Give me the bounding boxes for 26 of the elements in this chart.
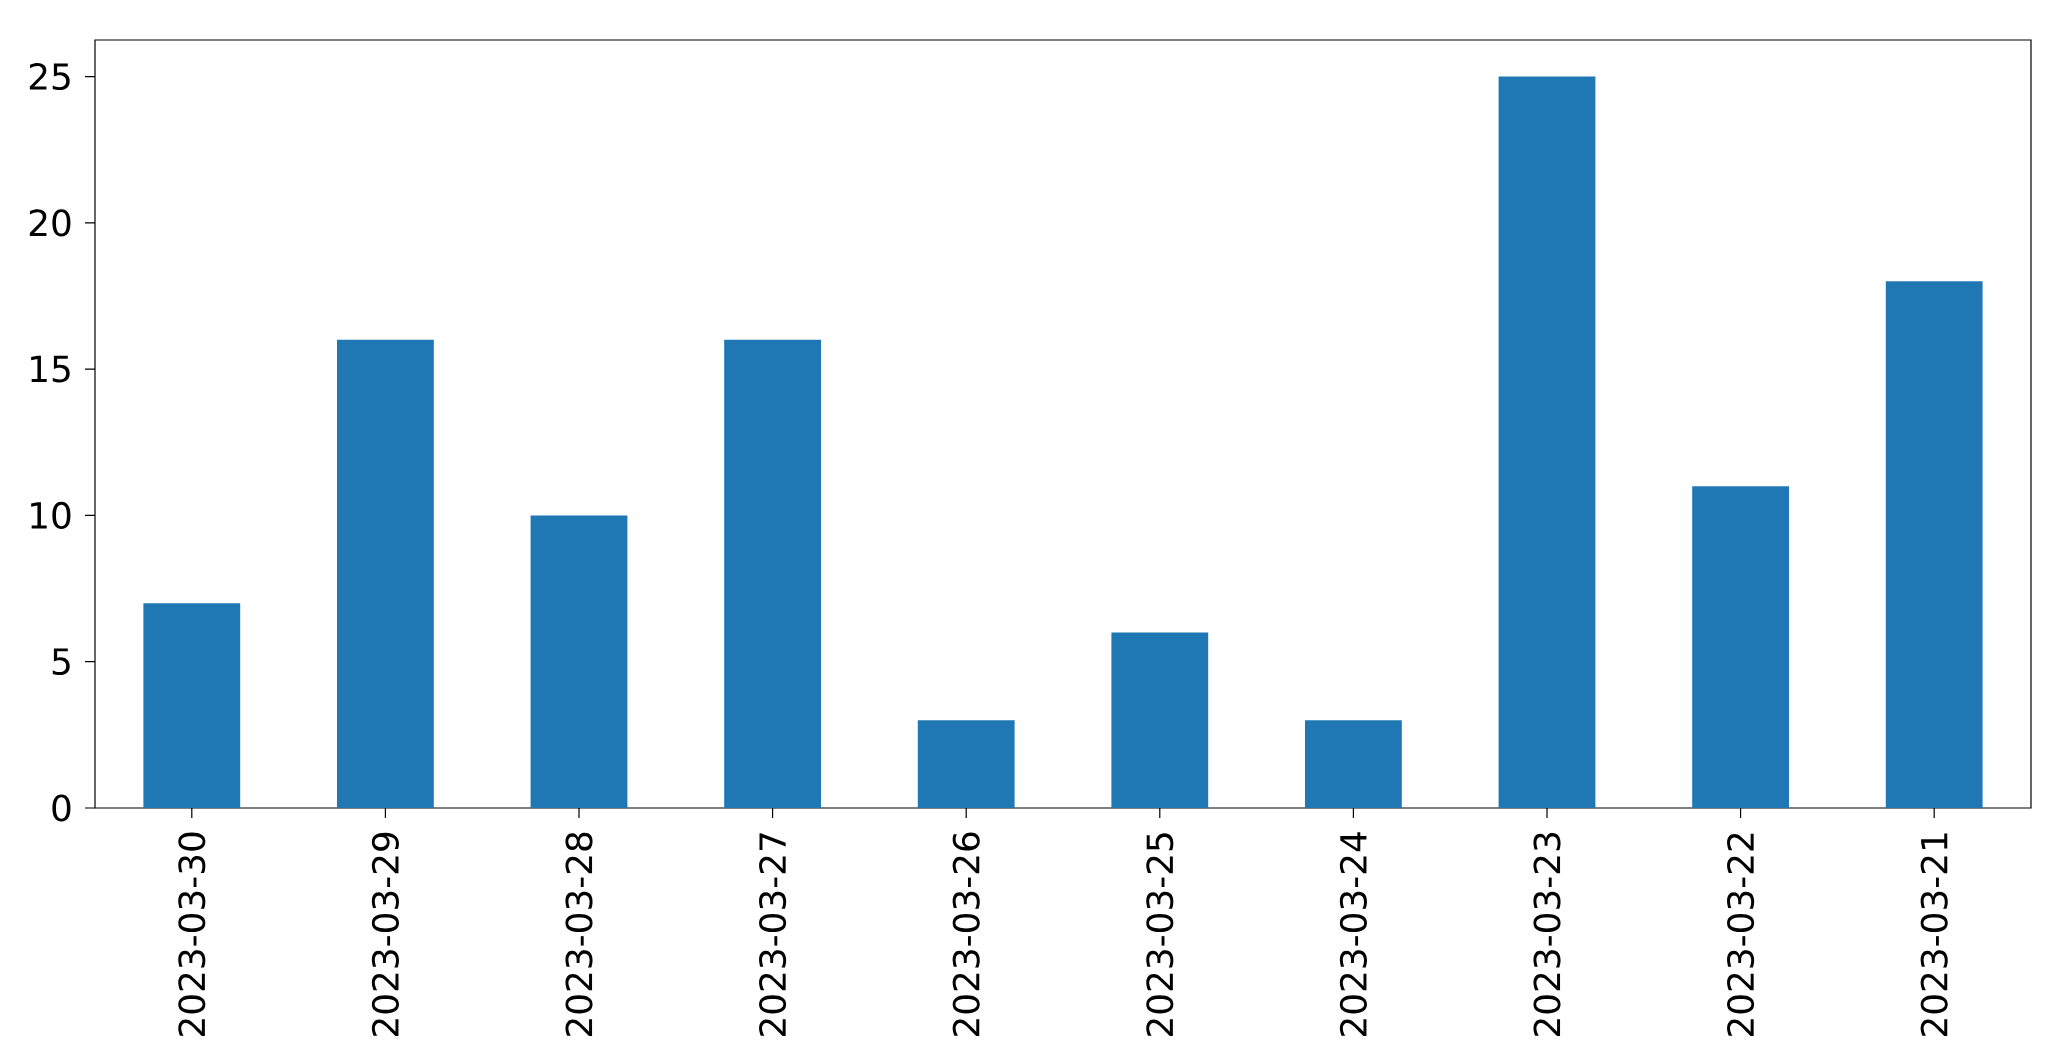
bar	[1111, 632, 1209, 808]
bar	[1885, 281, 1983, 808]
y-tick-label: 20	[29, 209, 71, 237]
bar	[337, 339, 434, 808]
bar	[917, 720, 1015, 808]
bar	[724, 339, 821, 808]
y-tick-label: 15	[31, 355, 70, 383]
x-tick-label: 2023-03-22	[1727, 833, 1755, 1036]
y-tick-label: 25	[29, 63, 70, 91]
x-tick-label: 2023-03-30	[178, 832, 206, 1036]
bar	[1692, 486, 1789, 808]
x-tick-label: 2023-03-21	[1920, 833, 1948, 1036]
x-tick-label: 2023-03-24	[1339, 832, 1367, 1036]
x-tick-label: 2023-03-26	[952, 832, 980, 1036]
y-tick-label: 10	[31, 501, 71, 529]
x-tick-label: 2023-03-28	[565, 832, 593, 1036]
bar	[1498, 76, 1596, 808]
x-tick-label: 2023-03-25	[1146, 833, 1174, 1036]
bar	[1305, 720, 1402, 808]
y-tick-label: 0	[52, 794, 71, 822]
bar	[530, 515, 628, 808]
y-tick-label: 5	[52, 648, 70, 676]
x-tick-label: 2023-03-29	[371, 832, 399, 1036]
bar	[143, 603, 241, 808]
x-tick-label: 2023-03-27	[759, 833, 787, 1036]
x-tick-label: 2023-03-23	[1533, 833, 1561, 1036]
